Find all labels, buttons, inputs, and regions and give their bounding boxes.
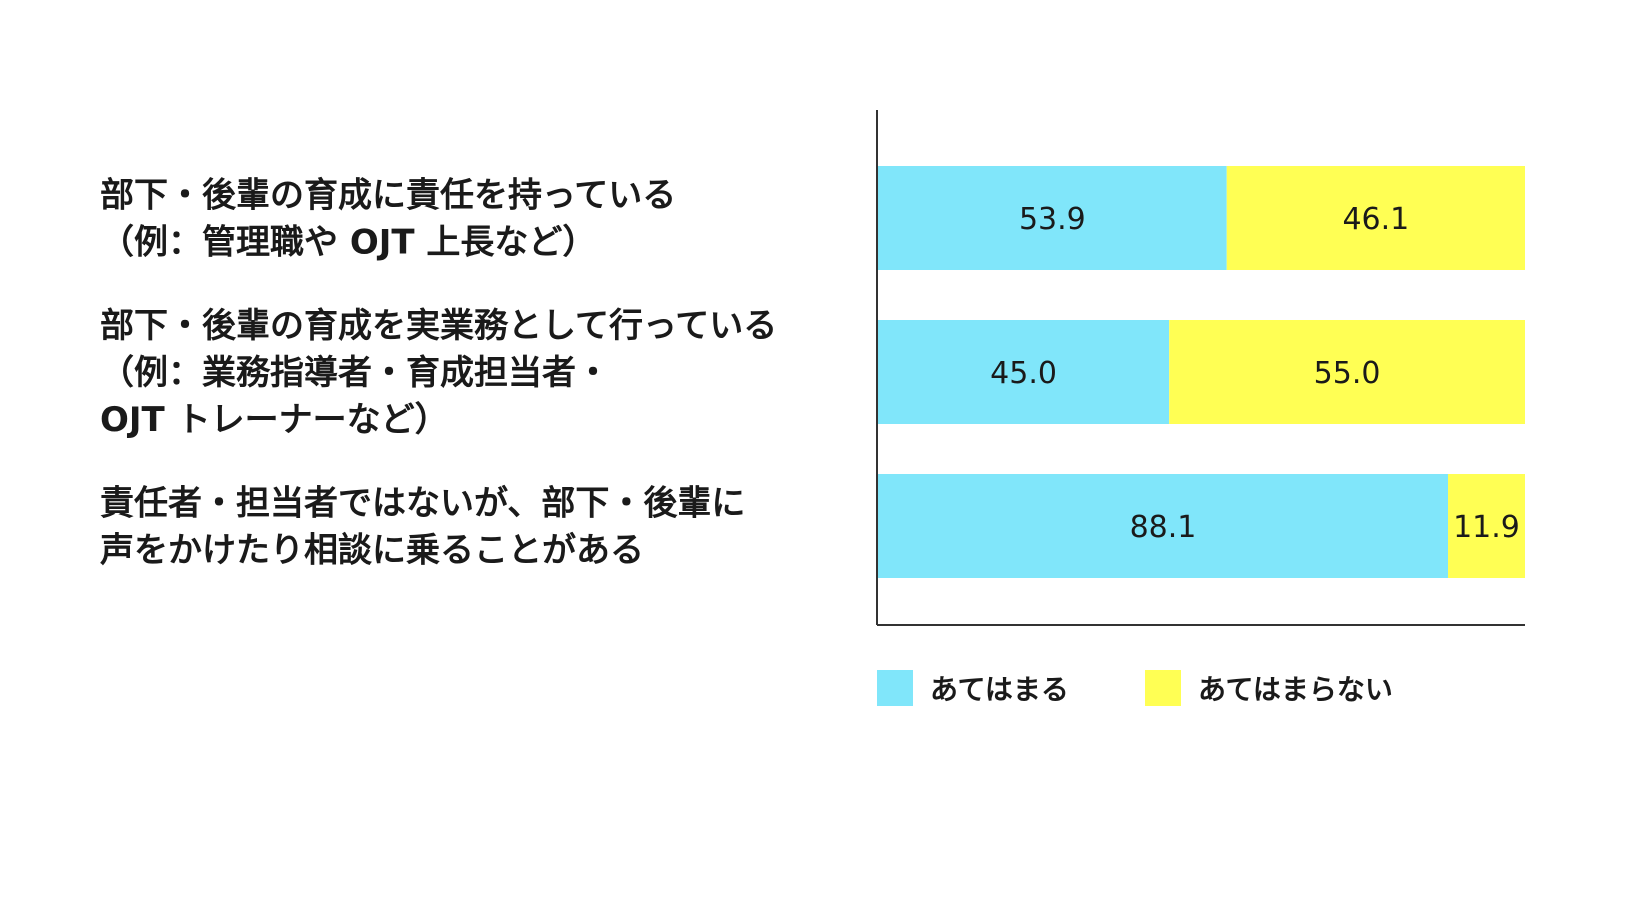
category-labels: 部下・後輩の育成に責任を持っている （例：管理職や OJT 上長など） 部下・後輩の… bbox=[100, 175, 777, 570]
value-label-series-0-cat-1: 45.0 bbox=[990, 356, 1057, 391]
bar-series-1-cat-1 bbox=[1169, 320, 1525, 424]
bar-series-1-cat-2 bbox=[1448, 474, 1525, 578]
category-label-0-line-0: 部下・後輩の育成に責任を持っている bbox=[100, 175, 676, 215]
value-label-series-1-cat-0: 46.1 bbox=[1342, 202, 1409, 237]
value-label-series-1-cat-1: 55.0 bbox=[1314, 356, 1381, 391]
category-label-2-line-1: 声をかけたり相談に乗ることがある bbox=[100, 530, 644, 570]
legend-swatch-1 bbox=[1145, 670, 1181, 706]
value-label-series-0-cat-2: 88.1 bbox=[1130, 510, 1197, 545]
category-label-2-line-0: 責任者・担当者ではないが、部下・後輩に bbox=[100, 483, 745, 523]
category-label-1-line-2: OJT トレーナーなど） bbox=[100, 400, 449, 440]
legend-swatch-0 bbox=[877, 670, 913, 706]
bar-series-0-cat-1 bbox=[878, 320, 1170, 424]
legend-label-1: あてはまらない bbox=[1198, 673, 1393, 706]
legend: あてはまる あてはまらない bbox=[877, 670, 1393, 706]
category-label-0-line-1: （例：管理職や OJT 上長など） bbox=[100, 222, 596, 262]
bar-series-0-cat-0 bbox=[878, 166, 1227, 270]
bar-series-0-cat-2 bbox=[878, 474, 1449, 578]
value-label-series-1-cat-2: 11.9 bbox=[1453, 510, 1520, 545]
category-label-1-line-0: 部下・後輩の育成を実業務として行っている bbox=[100, 306, 777, 346]
bars bbox=[878, 166, 1525, 578]
value-labels: 53.9 46.1 45.0 55.0 88.1 11.9 bbox=[990, 202, 1520, 545]
value-label-series-0-cat-0: 53.9 bbox=[1019, 202, 1086, 237]
legend-label-0: あてはまる bbox=[930, 673, 1069, 706]
bar-series-1-cat-0 bbox=[1226, 166, 1525, 270]
category-label-1-line-1: （例：業務指導者・育成担当者・ bbox=[100, 353, 610, 393]
